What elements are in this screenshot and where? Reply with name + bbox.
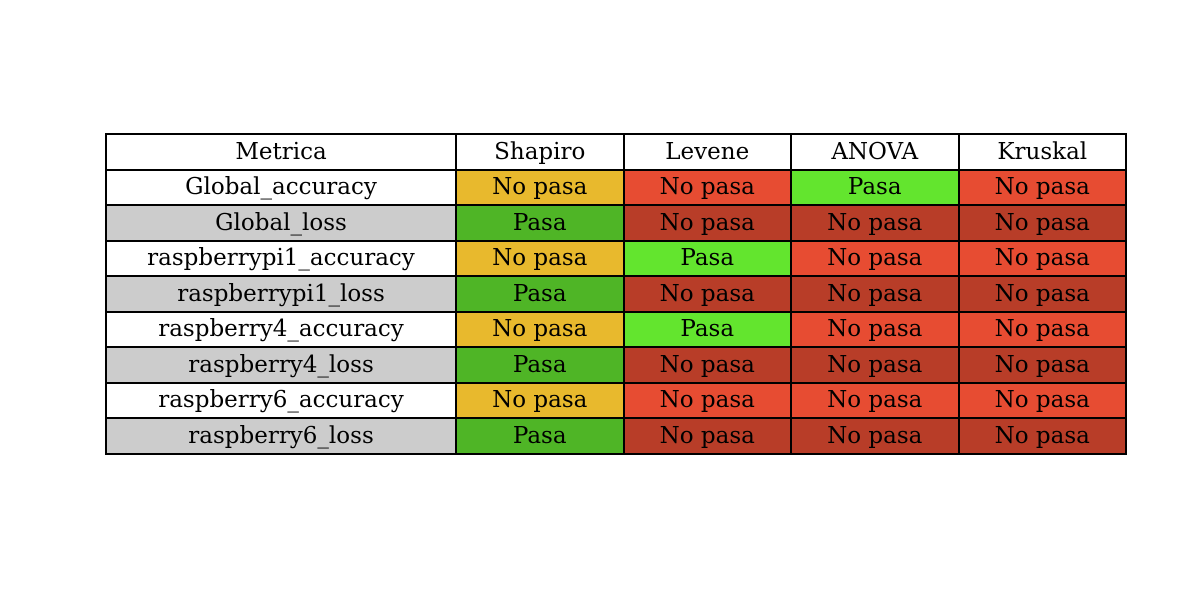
levene-cell: No pasa — [622, 381, 792, 419]
kruskal-cell: No pasa — [957, 381, 1127, 419]
kruskal-cell: No pasa — [957, 417, 1127, 455]
kruskal-cell: No pasa — [957, 239, 1127, 277]
shapiro-cell: Pasa — [455, 346, 625, 384]
anova-cell: Pasa — [790, 168, 960, 206]
levene-cell: No pasa — [622, 204, 792, 242]
header-cell-kruskal: Kruskal — [957, 133, 1127, 171]
table-row: raspberry4_accuracy No pasa Pasa No pasa… — [105, 310, 1127, 348]
shapiro-cell: No pasa — [455, 381, 625, 419]
anova-cell: No pasa — [790, 239, 960, 277]
metric-cell: Global_accuracy — [105, 168, 457, 206]
shapiro-cell: Pasa — [455, 275, 625, 313]
header-row: Metrica Shapiro Levene ANOVA Kruskal — [105, 133, 1127, 171]
metric-cell: raspberry4_loss — [105, 346, 457, 384]
header-cell-levene: Levene — [622, 133, 792, 171]
header-cell-metrica: Metrica — [105, 133, 457, 171]
anova-cell: No pasa — [790, 346, 960, 384]
shapiro-cell: Pasa — [455, 417, 625, 455]
table-row: Global_loss Pasa No pasa No pasa No pasa — [105, 204, 1127, 242]
metric-cell: Global_loss — [105, 204, 457, 242]
shapiro-cell: No pasa — [455, 168, 625, 206]
shapiro-cell: No pasa — [455, 239, 625, 277]
metric-cell: raspberrypi1_accuracy — [105, 239, 457, 277]
metric-cell: raspberry6_accuracy — [105, 381, 457, 419]
header-cell-anova: ANOVA — [790, 133, 960, 171]
levene-cell: Pasa — [622, 310, 792, 348]
levene-cell: No pasa — [622, 275, 792, 313]
table-row: raspberry6_accuracy No pasa No pasa No p… — [105, 381, 1127, 419]
statistical-tests-table: Metrica Shapiro Levene ANOVA Kruskal Glo… — [105, 133, 1127, 455]
anova-cell: No pasa — [790, 204, 960, 242]
kruskal-cell: No pasa — [957, 310, 1127, 348]
levene-cell: No pasa — [622, 417, 792, 455]
levene-cell: Pasa — [622, 239, 792, 277]
kruskal-cell: No pasa — [957, 275, 1127, 313]
anova-cell: No pasa — [790, 381, 960, 419]
anova-cell: No pasa — [790, 417, 960, 455]
anova-cell: No pasa — [790, 275, 960, 313]
kruskal-cell: No pasa — [957, 204, 1127, 242]
table-row: raspberrypi1_accuracy No pasa Pasa No pa… — [105, 239, 1127, 277]
metric-cell: raspberry4_accuracy — [105, 310, 457, 348]
kruskal-cell: No pasa — [957, 346, 1127, 384]
metric-cell: raspberry6_loss — [105, 417, 457, 455]
shapiro-cell: No pasa — [455, 310, 625, 348]
table-row: raspberry4_loss Pasa No pasa No pasa No … — [105, 346, 1127, 384]
table-row: raspberry6_loss Pasa No pasa No pasa No … — [105, 417, 1127, 455]
table-body: Global_accuracy No pasa No pasa Pasa No … — [105, 168, 1127, 455]
levene-cell: No pasa — [622, 346, 792, 384]
table-row: Global_accuracy No pasa No pasa Pasa No … — [105, 168, 1127, 206]
header-cell-shapiro: Shapiro — [455, 133, 625, 171]
kruskal-cell: No pasa — [957, 168, 1127, 206]
metric-cell: raspberrypi1_loss — [105, 275, 457, 313]
shapiro-cell: Pasa — [455, 204, 625, 242]
table-row: raspberrypi1_loss Pasa No pasa No pasa N… — [105, 275, 1127, 313]
anova-cell: No pasa — [790, 310, 960, 348]
levene-cell: No pasa — [622, 168, 792, 206]
